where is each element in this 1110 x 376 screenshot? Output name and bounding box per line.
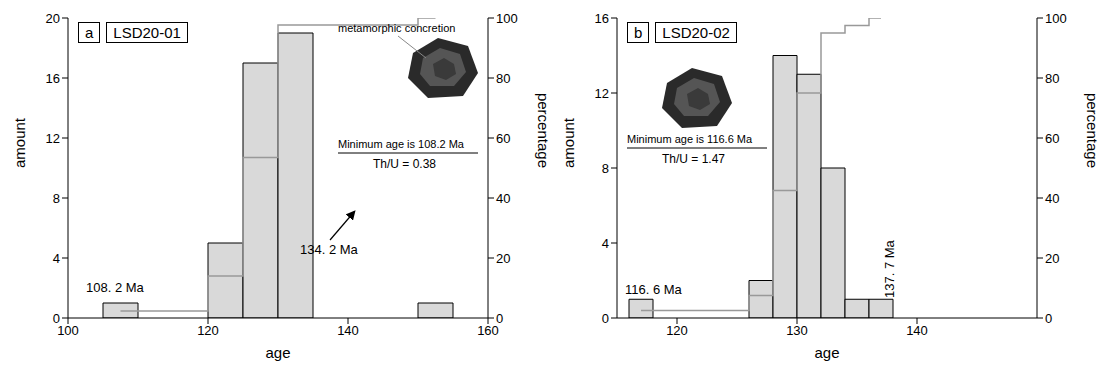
svg-text:percentage: percentage	[535, 93, 552, 168]
svg-text:12: 12	[46, 131, 60, 146]
svg-text:40: 40	[496, 191, 510, 206]
svg-text:16: 16	[595, 11, 609, 26]
svg-text:12: 12	[595, 86, 609, 101]
svg-text:20: 20	[1045, 251, 1059, 266]
svg-text:age: age	[814, 344, 839, 361]
svg-text:0: 0	[1045, 311, 1052, 326]
svg-text:8: 8	[602, 161, 609, 176]
svg-text:100: 100	[57, 323, 79, 338]
svg-text:40: 40	[1045, 191, 1059, 206]
svg-text:4: 4	[602, 236, 609, 251]
svg-text:100: 100	[1045, 11, 1067, 26]
svg-text:80: 80	[496, 71, 510, 86]
svg-text:120: 120	[197, 323, 219, 338]
svg-text:20: 20	[46, 11, 60, 26]
svg-text:metamorphic concretion: metamorphic concretion	[338, 22, 455, 34]
html-text:b: b	[634, 24, 643, 41]
svg-text:137. 7 Ma: 137. 7 Ma	[882, 239, 897, 298]
svg-text:Minimum age is 116.6 Ma: Minimum age is 116.6 Ma	[627, 133, 753, 145]
svg-text:108. 2 Ma: 108. 2 Ma	[86, 280, 145, 295]
svg-text:8: 8	[53, 191, 60, 206]
svg-text:140: 140	[337, 323, 359, 338]
svg-text:160: 160	[477, 323, 499, 339]
svg-text:0: 0	[602, 311, 609, 326]
svg-text:100: 100	[496, 11, 518, 26]
svg-text:134. 2 Ma: 134. 2 Ma	[300, 242, 359, 257]
svg-text:80: 80	[1045, 71, 1059, 86]
svg-text:Minimum age is 108.2 Ma: Minimum age is 108.2 Ma	[338, 138, 465, 150]
svg-text:140: 140	[906, 323, 928, 338]
html-text:LSD20-01: LSD20-01	[113, 24, 181, 41]
svg-text:16: 16	[46, 71, 60, 86]
svg-text:4: 4	[53, 251, 60, 266]
svg-text:percentage: percentage	[1084, 93, 1101, 168]
svg-text:0: 0	[496, 311, 503, 326]
svg-text:Th/U = 1.47: Th/U = 1.47	[662, 152, 725, 166]
svg-text:age: age	[265, 344, 290, 361]
svg-text:20: 20	[496, 251, 510, 266]
svg-text:60: 60	[1045, 131, 1059, 146]
svg-text:amount: amount	[560, 117, 577, 168]
svg-text:60: 60	[496, 131, 510, 146]
html-text:a: a	[85, 24, 94, 41]
svg-text:116. 6 Ma: 116. 6 Ma	[625, 282, 683, 297]
svg-text:Th/U = 0.38: Th/U = 0.38	[373, 157, 436, 171]
svg-text:amount: amount	[11, 117, 28, 168]
svg-text:130: 130	[786, 323, 808, 338]
svg-text:120: 120	[666, 323, 688, 338]
svg-text:0: 0	[53, 311, 60, 326]
html-text:LSD20-02: LSD20-02	[662, 24, 730, 41]
